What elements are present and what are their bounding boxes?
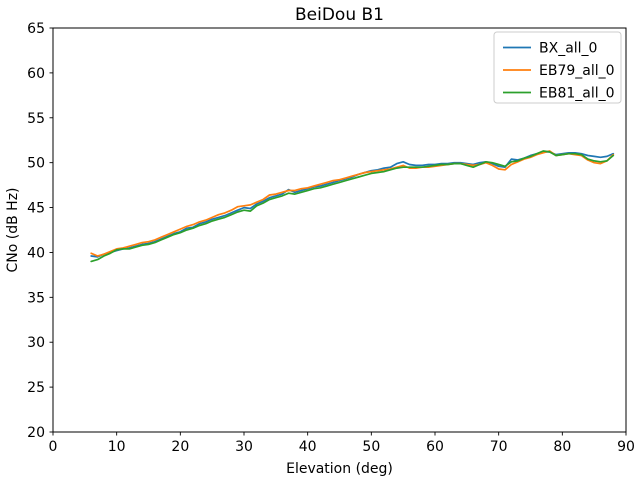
y-axis-tick-label: 25 <box>27 380 45 396</box>
legend-box <box>493 31 622 104</box>
plot-box <box>52 27 627 433</box>
y-axis-tick-label: 55 <box>27 111 45 127</box>
axes: 0 10 20 30 40 50 60 70 80 90 20 25 30 35 40 45 50 55 60 65 <box>27 21 635 455</box>
y-axis-tick-label: 45 <box>27 201 45 217</box>
x-axis-tick-label: 40 <box>299 439 317 455</box>
legend-label-EB81_all_0: EB81_all_0 <box>539 86 615 102</box>
legend: BX_all_0 EB79_all_0 EB81_all_0 <box>493 31 622 104</box>
y-axis-tick-label: 65 <box>27 21 45 37</box>
y-axis-tick-label: 50 <box>27 156 45 172</box>
legend-label-EB79_all_0: EB79_all_0 <box>539 63 615 79</box>
y-axis-tick-label: 35 <box>27 290 45 306</box>
y-axis-tick-label: 30 <box>27 335 45 351</box>
series-line-EB81_all_0 <box>90 150 615 263</box>
x-axis-tick-label: 30 <box>235 439 253 455</box>
y-axis-label: CNo (dB Hz) <box>5 187 21 272</box>
x-axis-tick-label: 60 <box>426 439 444 455</box>
y-axis-tick-label: 60 <box>27 66 45 82</box>
x-axis-tick-label: 70 <box>490 439 508 455</box>
legend-label-BX_all_0: BX_all_0 <box>539 41 597 57</box>
y-axis-tick-label: 20 <box>27 425 45 441</box>
x-axis-tick-label: 20 <box>171 439 189 455</box>
y-axis-tick-label: 40 <box>27 245 45 261</box>
x-axis-tick-label: 10 <box>108 439 126 455</box>
series-line-BX_all_0 <box>90 151 615 258</box>
chart-title: BeiDou B1 <box>295 5 384 25</box>
x-axis-tick-label: 50 <box>362 439 380 455</box>
series-line-EB79_all_0 <box>90 150 615 257</box>
x-axis-label: Elevation (deg) <box>286 461 393 477</box>
x-axis-tick-label: 80 <box>553 439 571 455</box>
x-axis-tick-label: 0 <box>49 439 58 455</box>
x-axis-tick-label: 90 <box>617 439 635 455</box>
series-lines <box>90 150 615 263</box>
